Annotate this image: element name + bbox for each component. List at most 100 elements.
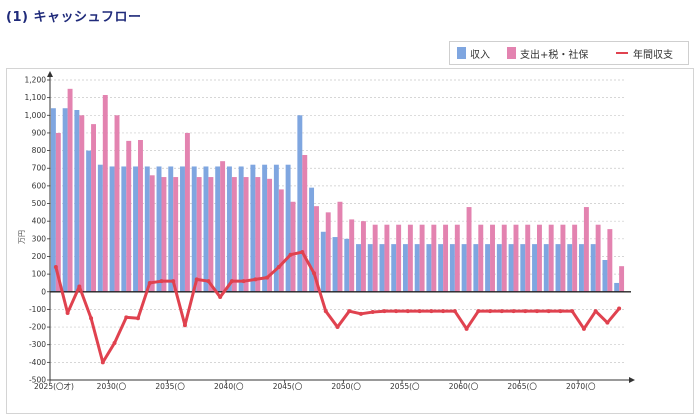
balance-point (89, 316, 94, 321)
balance-point (323, 309, 328, 314)
income-bar (250, 164, 256, 292)
balance-point (429, 309, 434, 314)
expense-bar (360, 221, 366, 292)
expense-bar (349, 219, 355, 292)
expense-bar (255, 177, 261, 292)
income-bar (379, 244, 385, 292)
page-title: (1) キャッシュフロー (6, 10, 142, 25)
expense-bar (490, 224, 495, 292)
income-bar (215, 166, 221, 292)
balance-point (581, 326, 586, 331)
y-tick-label: -200 (29, 323, 46, 332)
income-bar (238, 166, 244, 292)
balance-point (546, 309, 551, 314)
income-bar (62, 108, 68, 292)
x-tick-label: 2030(〇 (97, 382, 127, 391)
balance-point (617, 306, 622, 311)
y-tick-label: 1,000 (25, 111, 47, 120)
expense-bar (55, 132, 61, 292)
expense-bar (126, 140, 132, 292)
balance-point (206, 279, 211, 284)
tick-labels-group: -500 -400 -300 -200 -100 0 100 200 300 400 500 600 7… (25, 76, 597, 392)
expense-bar (337, 201, 343, 292)
expense-bar (290, 201, 296, 292)
y-tick-label: 1,200 (25, 76, 47, 85)
balance-point (65, 310, 70, 315)
income-bar (273, 164, 279, 292)
legend-item-expense[interactable]: 支出+税・社保 (507, 42, 588, 64)
balance-point (405, 309, 410, 314)
expense-bar (161, 177, 167, 292)
balance-point (136, 316, 141, 321)
y-tick-label: 800 (32, 146, 47, 155)
balance-point (593, 309, 598, 314)
income-bar (485, 244, 491, 292)
y-tick-label: 300 (32, 234, 47, 243)
income-bar (144, 166, 150, 292)
expense-bar (419, 224, 425, 292)
legend-item-balance[interactable]: 年間収支 (616, 42, 673, 64)
y-tick-label: 500 (32, 199, 47, 208)
balance-point (53, 265, 58, 270)
expense-bar (372, 224, 378, 292)
income-bar (320, 231, 326, 292)
expense-bar (478, 224, 484, 292)
expense-bar (208, 177, 214, 292)
expense-bar (243, 177, 249, 292)
expense-bar (548, 224, 554, 292)
income-bar (520, 244, 526, 292)
balance-point (147, 280, 152, 285)
income-bar (414, 244, 420, 292)
bars-group (50, 88, 625, 292)
expense-bar (91, 124, 96, 292)
expense-bar (184, 132, 190, 292)
legend-swatch-expense (507, 47, 516, 59)
y-tick-label: 700 (32, 164, 47, 173)
balance-point (265, 275, 270, 280)
expense-bar (267, 178, 273, 292)
income-bar (74, 110, 80, 292)
income-bar (461, 244, 467, 292)
balance-point (159, 279, 164, 284)
expense-bar (314, 206, 319, 292)
expense-bar (220, 161, 226, 292)
balance-point (253, 277, 258, 282)
expense-bar (466, 207, 472, 292)
x-tick-label: 2050(〇 (331, 382, 361, 391)
expense-bar (79, 115, 85, 292)
balance-point (300, 250, 305, 255)
income-bar (133, 166, 139, 292)
y-tick-label: 1,100 (25, 93, 47, 102)
balance-point (335, 325, 340, 330)
expense-bar (607, 229, 613, 292)
balance-point (370, 310, 375, 315)
expense-bar (501, 224, 507, 292)
y-tick-label: -300 (29, 340, 46, 349)
expense-bar (396, 224, 402, 292)
expense-bar (525, 224, 531, 292)
expense-bar (384, 224, 390, 292)
expense-bar (325, 212, 331, 292)
x-tick-label: 2045(〇 (273, 382, 303, 391)
x-tick-label: 2060(〇 (449, 382, 479, 391)
legend-label-income: 収入 (470, 49, 490, 61)
balance-point (218, 295, 223, 300)
income-bar (590, 244, 596, 292)
balance-point (358, 311, 363, 316)
income-bar (508, 244, 514, 292)
income-bar (191, 166, 197, 292)
income-bar (97, 164, 103, 292)
income-bar (356, 244, 361, 292)
expense-bar (619, 266, 625, 292)
legend-item-income[interactable]: 収入 (457, 42, 490, 64)
expense-bar (431, 224, 437, 292)
income-bar (156, 166, 162, 292)
income-bar (297, 115, 303, 292)
x-tick-label: 2070(〇 (566, 382, 596, 391)
y-tick-label: 900 (32, 128, 47, 137)
balance-point (182, 323, 187, 328)
expense-bar (595, 224, 601, 292)
income-bar (344, 238, 350, 292)
expense-bar (231, 177, 237, 292)
